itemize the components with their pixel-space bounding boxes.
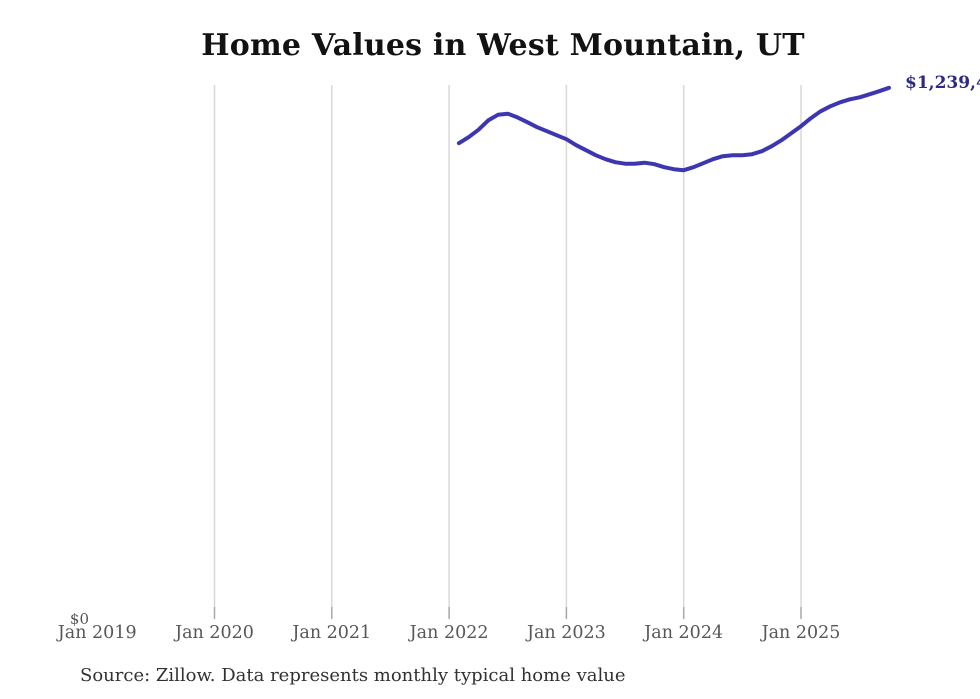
- x-tick-label-jan-2022: Jan 2022: [409, 623, 489, 643]
- x-tick-label-jan-2024: Jan 2024: [644, 623, 724, 643]
- x-tick-label-jan-2019: Jan 2019: [57, 623, 137, 643]
- latest-value-label: $1,239,400: [905, 73, 980, 93]
- source-attribution: Source: Zillow. Data represents monthly …: [80, 665, 626, 686]
- vertical-gridlines: [213, 85, 802, 619]
- x-tick-label-jan-2023: Jan 2023: [526, 623, 606, 643]
- y-axis-zero-label: $0: [69, 610, 89, 628]
- x-tick-label-jan-2021: Jan 2021: [292, 623, 372, 643]
- home-value-line-series: [456, 85, 891, 173]
- chart-title: Home Values in West Mountain, UT: [201, 28, 805, 63]
- x-tick-label-jan-2020: Jan 2020: [175, 623, 254, 643]
- x-tick-label-jan-2025: Jan 2025: [761, 623, 841, 643]
